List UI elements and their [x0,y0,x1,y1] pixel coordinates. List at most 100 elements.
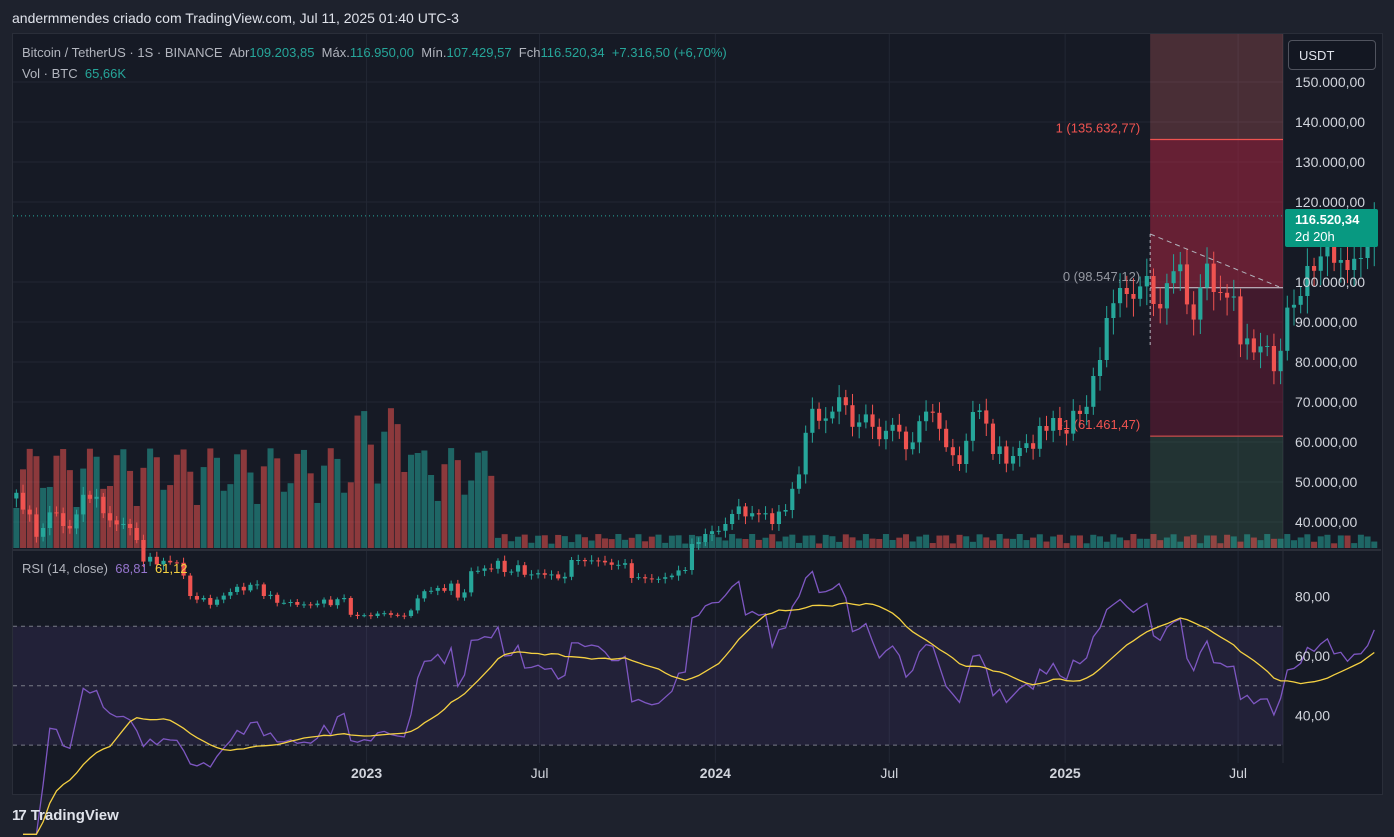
rsi-line [23,570,1375,835]
volume-bar [989,540,996,548]
volume-bar [622,539,629,548]
volume-bar [575,534,582,548]
candle-body [328,599,333,606]
candle-body [1305,266,1310,296]
volume-bar [227,484,234,548]
volume-bar [26,448,33,548]
volume-bar [1056,534,1063,548]
volume-bar [1224,534,1231,548]
candle-body [1178,264,1183,272]
chart-caption: andermmendes criado com TradingView.com,… [12,10,459,26]
volume-bar [1130,534,1137,548]
candle-body [475,570,480,572]
volume-bar [367,444,374,548]
volume-bar [829,536,836,548]
candle-body [1251,338,1256,353]
candle-body [830,411,835,419]
volume-bar [1183,536,1190,548]
volume-bar [267,448,274,548]
candle-body [609,562,614,565]
volume-label[interactable]: Vol · BTC [22,66,78,81]
candle-body [522,565,527,575]
time-axis-label: 2025 [1050,765,1081,781]
currency-unit-button[interactable]: USDT [1288,40,1376,70]
chart-panel[interactable] [12,33,1383,795]
volume-bar [903,534,910,548]
volume-bar [1150,534,1157,548]
volume-bar [648,536,655,548]
legend-symbol[interactable]: Bitcoin / TetherUS · 1S · BINANCE [22,45,223,60]
candle-body [261,584,266,596]
volume-bar [1337,535,1344,548]
candle-body [763,513,768,515]
candle-body [870,414,875,427]
volume-bar [1324,534,1331,548]
volume-bar [214,457,221,548]
volume-bar [1170,534,1177,548]
footer-brand[interactable]: 17 TradingView [12,805,119,827]
volume-bar [742,539,749,548]
volume-bar [1264,534,1271,548]
rsi-axis-label: 80,00 [1295,589,1330,605]
volume-bar [361,411,368,548]
volume-bar [668,535,675,548]
candle-body [248,584,253,591]
volume-bar [341,492,348,548]
volume-bar [1257,540,1264,548]
candle-body [335,599,340,606]
candle-body [1245,338,1250,345]
candle-body [1057,418,1062,430]
candle-body [783,510,788,512]
volume-bar [856,540,863,548]
volume-bar [468,480,475,548]
candle-body [201,598,206,600]
volume-bar [842,534,849,548]
volume-bar [421,450,428,548]
candle-body [562,576,567,579]
legend-close: 116.520,34 [540,45,605,60]
candle-body [1218,292,1223,293]
candle-body [148,556,153,562]
candle-body [903,431,909,450]
candle-body [964,440,969,464]
volume-bar [608,539,615,548]
volume-bar [1137,538,1144,548]
candle-body [970,412,975,441]
volume-bar [307,473,314,548]
legend-change: +7.316,50 (+6,70%) [611,45,727,60]
volume-bar [1284,534,1291,548]
candle-body [649,578,654,580]
volume-bar [160,489,167,548]
rsi-label[interactable]: RSI (14, close) [22,561,108,576]
volume-bar [1364,536,1371,548]
volume-bar [555,534,562,548]
candle-body [1164,283,1169,309]
volume-bar [1230,536,1237,548]
time-axis-label: Jul [531,765,549,781]
volume-bar [662,542,669,548]
candle-body [1285,307,1290,351]
volume-bar [1103,541,1110,548]
volume-bar [1096,536,1104,548]
candle-body [1352,258,1357,270]
volume-bar [1036,534,1043,548]
volume-bar [13,508,20,548]
candle-body [208,598,213,605]
fib-zone-upper [1150,139,1283,288]
volume-bar [688,534,695,548]
volume-bar [1163,537,1170,548]
candle-body [602,560,608,563]
candle-body [1298,296,1303,305]
candle-body [1077,410,1083,414]
symbol-legend: Bitcoin / TetherUS · 1S · BINANCE Abr109… [22,45,727,60]
candle-body [161,560,166,565]
candle-body [1111,303,1116,318]
price-axis-label: 80.000,00 [1295,354,1357,370]
volume-bar [1331,543,1338,548]
candle-body [1198,287,1203,320]
volume-bar [207,448,214,548]
volume-bar [795,542,802,548]
volume-bar [976,534,983,548]
time-axis-label: 2024 [700,765,731,781]
